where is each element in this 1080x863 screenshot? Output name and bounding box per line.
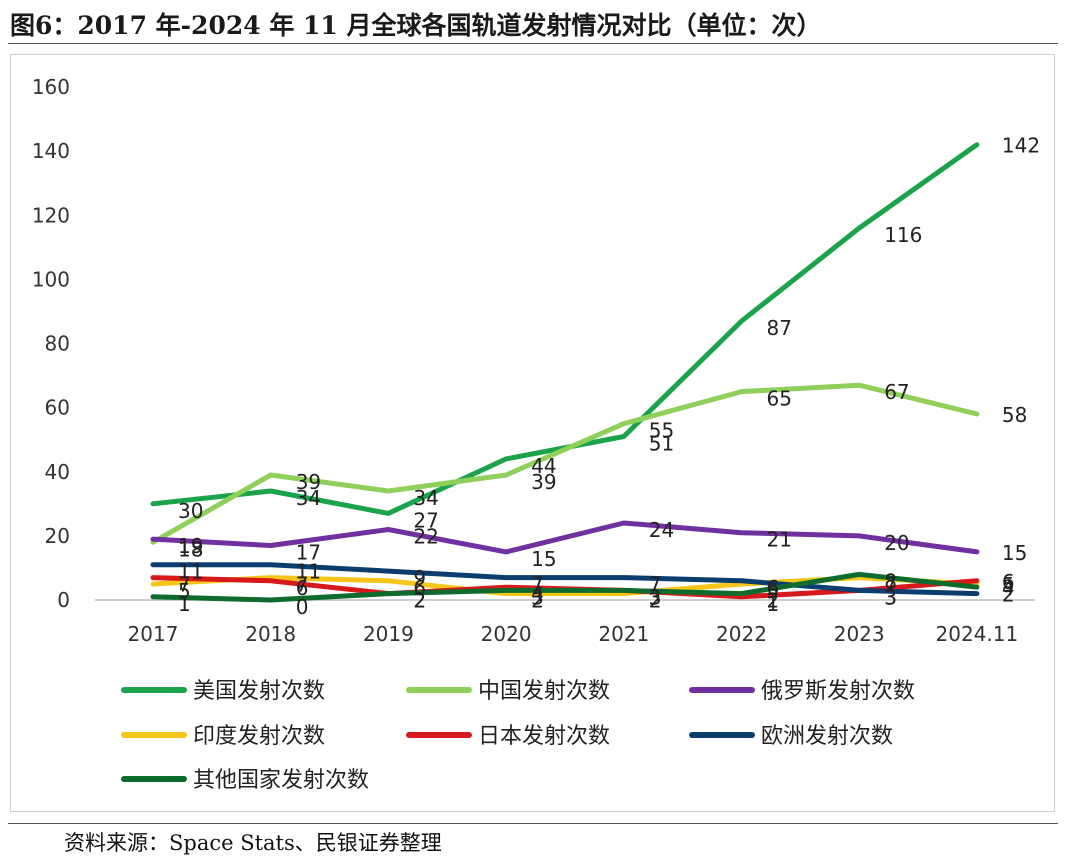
data-label: 0 <box>296 595 309 619</box>
data-label: 58 <box>1002 403 1027 427</box>
source-note: 资料来源：Space Stats、民银证券整理 <box>64 831 442 855</box>
data-label: 7 <box>649 573 662 597</box>
x-tick-label: 2017 <box>128 622 179 646</box>
data-label: 116 <box>884 223 922 247</box>
data-label: 9 <box>413 566 426 590</box>
series-line <box>150 571 980 603</box>
data-label: 30 <box>178 499 203 523</box>
data-label: 3 <box>649 585 662 609</box>
source-divider <box>8 823 1058 824</box>
data-label: 3 <box>649 585 662 609</box>
data-label: 142 <box>1002 134 1040 158</box>
y-tick-label: 140 <box>32 139 70 163</box>
y-tick-label: 120 <box>32 203 70 227</box>
legend-label: 印度发射次数 <box>193 724 325 749</box>
data-label: 7 <box>531 573 544 597</box>
y-tick-label: 100 <box>32 267 70 291</box>
data-label: 4 <box>531 582 544 606</box>
data-label: 51 <box>649 431 674 455</box>
data-label: 44 <box>531 454 556 478</box>
data-label: 5 <box>767 579 780 603</box>
data-label: 2 <box>413 589 426 613</box>
data-label: 1 <box>767 592 780 616</box>
data-label: 18 <box>178 537 203 561</box>
legend-label: 中国发射次数 <box>478 679 610 704</box>
data-label: 11 <box>178 560 203 584</box>
x-tick-label: 2020 <box>481 622 532 646</box>
data-label: 21 <box>767 528 792 552</box>
data-label: 5 <box>178 579 191 603</box>
data-label: 22 <box>413 524 438 548</box>
data-label: 65 <box>767 387 792 411</box>
data-label: 11 <box>296 560 321 584</box>
data-label: 5 <box>1002 573 1015 597</box>
y-tick-label: 40 <box>45 460 70 484</box>
legend-label: 美国发射次数 <box>193 679 325 704</box>
x-tick-label: 2023 <box>834 622 885 646</box>
y-tick-label: 80 <box>45 332 70 356</box>
data-label: 87 <box>767 316 792 340</box>
data-label: 17 <box>296 540 321 564</box>
title-divider <box>8 43 1058 44</box>
x-tick-label: 2021 <box>598 622 649 646</box>
y-tick-label: 0 <box>57 588 70 612</box>
data-label: 15 <box>531 547 556 571</box>
data-label: 2 <box>413 589 426 613</box>
series-line <box>150 142 980 516</box>
data-label: 27 <box>413 508 438 532</box>
figure-title: 图6：2017 年-2024 年 11 月全球各国轨道发射情况对比（单位：次） <box>10 11 822 40</box>
data-label: 34 <box>413 486 438 510</box>
series-line <box>150 562 980 597</box>
y-tick-label: 160 <box>32 75 70 99</box>
data-label: 6 <box>296 576 309 600</box>
data-label: 24 <box>649 518 674 542</box>
data-label: 2 <box>1002 583 1015 607</box>
data-label: 7 <box>884 573 897 597</box>
data-label: 39 <box>531 470 556 494</box>
data-label: 6 <box>767 576 780 600</box>
data-label: 1 <box>178 592 191 616</box>
series-line <box>150 520 980 555</box>
x-tick-label: 2022 <box>716 622 767 646</box>
data-label: 67 <box>884 380 909 404</box>
data-label: 3 <box>884 585 897 609</box>
x-tick-label: 2019 <box>363 622 414 646</box>
data-label: 19 <box>178 534 203 558</box>
y-tick-label: 60 <box>45 396 70 420</box>
data-label: 7 <box>296 573 309 597</box>
legend-label: 其他国家发射次数 <box>193 768 369 793</box>
data-label: 2 <box>531 589 544 613</box>
x-tick-label: 2018 <box>245 622 296 646</box>
data-label: 2 <box>767 589 780 613</box>
data-label: 8 <box>884 569 897 593</box>
data-label: 20 <box>884 531 909 555</box>
data-label: 6 <box>413 576 426 600</box>
data-label: 55 <box>649 419 674 443</box>
data-label: 3 <box>884 585 897 609</box>
series-line <box>150 382 980 545</box>
data-label: 3 <box>531 585 544 609</box>
chart-frame <box>10 54 1055 812</box>
x-tick-label: 2024.11 <box>936 622 1019 646</box>
legend-label: 日本发射次数 <box>478 724 610 749</box>
data-label: 7 <box>178 573 191 597</box>
data-label: 39 <box>296 470 321 494</box>
data-label: 2 <box>649 589 662 613</box>
legend-label: 俄罗斯发射次数 <box>761 679 915 704</box>
data-label: 34 <box>296 486 321 510</box>
data-label: 4 <box>1002 576 1015 600</box>
y-tick-label: 20 <box>45 524 70 548</box>
data-label: 6 <box>1002 570 1015 594</box>
legend-label: 欧洲发射次数 <box>761 724 893 749</box>
data-label: 15 <box>1002 541 1027 565</box>
